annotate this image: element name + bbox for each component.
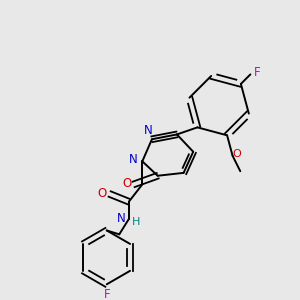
Text: F: F (254, 66, 260, 79)
Text: N: N (129, 153, 138, 166)
Text: F: F (103, 288, 110, 300)
Text: O: O (232, 149, 241, 159)
Text: N: N (117, 212, 126, 226)
Text: H: H (131, 217, 140, 227)
Text: N: N (144, 124, 152, 137)
Text: O: O (98, 187, 106, 200)
Text: O: O (122, 177, 132, 190)
